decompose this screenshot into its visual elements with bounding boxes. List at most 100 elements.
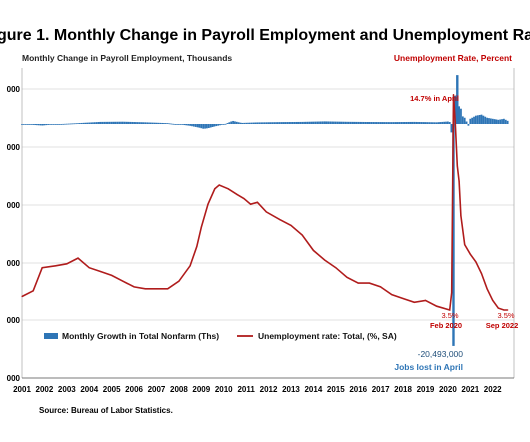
unemployment-point [449,309,451,311]
unemployment-point [279,219,281,221]
payroll-bar [67,123,70,125]
x-tick-label: 2018 [394,385,412,394]
payroll-bar [114,121,117,124]
payroll-bar [290,122,292,124]
payroll-bar [497,119,500,124]
x-tick-label: 2011 [237,385,255,394]
payroll-bar [351,121,354,124]
payroll-bar [181,124,184,125]
payroll-bar [366,122,369,124]
payroll-bar [215,124,218,127]
payroll-bar [305,121,307,124]
payroll-bar [56,124,59,125]
payroll-bar [41,124,44,126]
payroll-bar [471,117,474,124]
annotation-peak-unemployment: 14.7% in April [410,94,459,103]
x-axis-ticks: 2001 2002 2003 2004 2005 2006 2007 2008 2009 2010… [13,385,502,394]
payroll-bar [247,122,249,124]
payroll-bar [430,122,432,124]
payroll-bar [407,121,410,124]
payroll-bar [467,124,470,126]
unemployment-point [256,201,258,203]
payroll-bar [489,118,492,124]
payroll-bar [52,124,55,125]
unemployment-point [464,244,466,246]
unemployment-point [301,234,303,236]
payroll-bar [121,121,124,124]
unemployment-point [486,288,488,290]
x-tick-label: 2022 [484,385,502,394]
payroll-bar-spike [454,95,457,124]
payroll-bar [465,121,468,124]
payroll-bar [329,121,332,124]
payroll-bar [417,121,419,124]
payroll-bar [301,121,304,124]
payroll-bar [334,121,337,124]
payroll-bar [191,124,193,127]
unemployment-point [368,282,371,284]
payroll-bar [47,124,50,125]
payroll-bar [228,122,231,124]
payroll-bar [209,124,212,128]
payroll-bar [379,122,382,124]
payroll-bar [327,121,330,124]
payroll-bar [293,121,296,124]
payroll-bar [284,122,287,124]
unemployment-point [21,295,23,298]
x-tick-label: 2012 [260,385,278,394]
unemployment-point [227,188,229,190]
payroll-bar [353,121,356,124]
payroll-bar [364,121,367,124]
payroll-bar [248,122,251,124]
unemployment-point [32,290,34,292]
annotation-jobs-value: -20,493,000 [418,349,464,359]
payroll-bar [349,121,352,124]
left-tick-label: 000 [7,316,21,325]
payroll-bar [340,121,343,124]
payroll-bar [146,122,149,124]
unemployment-series-line [21,94,508,312]
payroll-bar [135,122,137,124]
payroll-bar [32,124,35,125]
payroll-bar [50,124,53,125]
payroll-bar [64,123,66,125]
payroll-bar [45,124,48,126]
payroll-bar [269,122,272,124]
payroll-bar [219,124,221,126]
left-axis-title: Monthly Change in Payroll Employment, Th… [22,53,232,63]
payroll-bar [491,118,494,124]
payroll-bar [245,122,248,124]
payroll-bar [299,121,302,124]
payroll-bar [318,121,320,124]
payroll-bar [280,122,283,124]
x-tick-label: 2006 [125,385,143,394]
payroll-bar [183,124,186,126]
left-tick-label: 000 [7,259,21,268]
payroll-bar [206,124,208,129]
payroll-bar [433,122,436,124]
payroll-bar [506,120,509,124]
x-tick-label: 2003 [58,385,76,394]
unemployment-point [55,265,57,267]
payroll-bar [213,124,216,127]
payroll-bar [54,124,57,125]
payroll-bar [336,121,339,124]
payroll-bar [116,121,119,124]
payroll-bar [484,116,487,124]
payroll-bar [323,121,326,124]
payroll-bar [308,121,311,124]
unemployment-point [218,184,220,186]
payroll-bar [65,123,68,125]
unemployment-point [290,224,292,226]
chart-title: Figure 1. Monthly Change in Payroll Empl… [0,27,530,44]
payroll-bar [26,124,29,125]
payroll-bar [36,124,38,126]
x-tick-label: 2013 [282,385,300,394]
payroll-bar [312,121,315,124]
payroll-bar [79,123,81,124]
payroll-bar [501,119,503,124]
unemployment-point [207,203,209,205]
annotation-jobs-label: Jobs lost in April [394,362,463,372]
payroll-bar [260,122,262,124]
payroll-bar [398,122,401,124]
